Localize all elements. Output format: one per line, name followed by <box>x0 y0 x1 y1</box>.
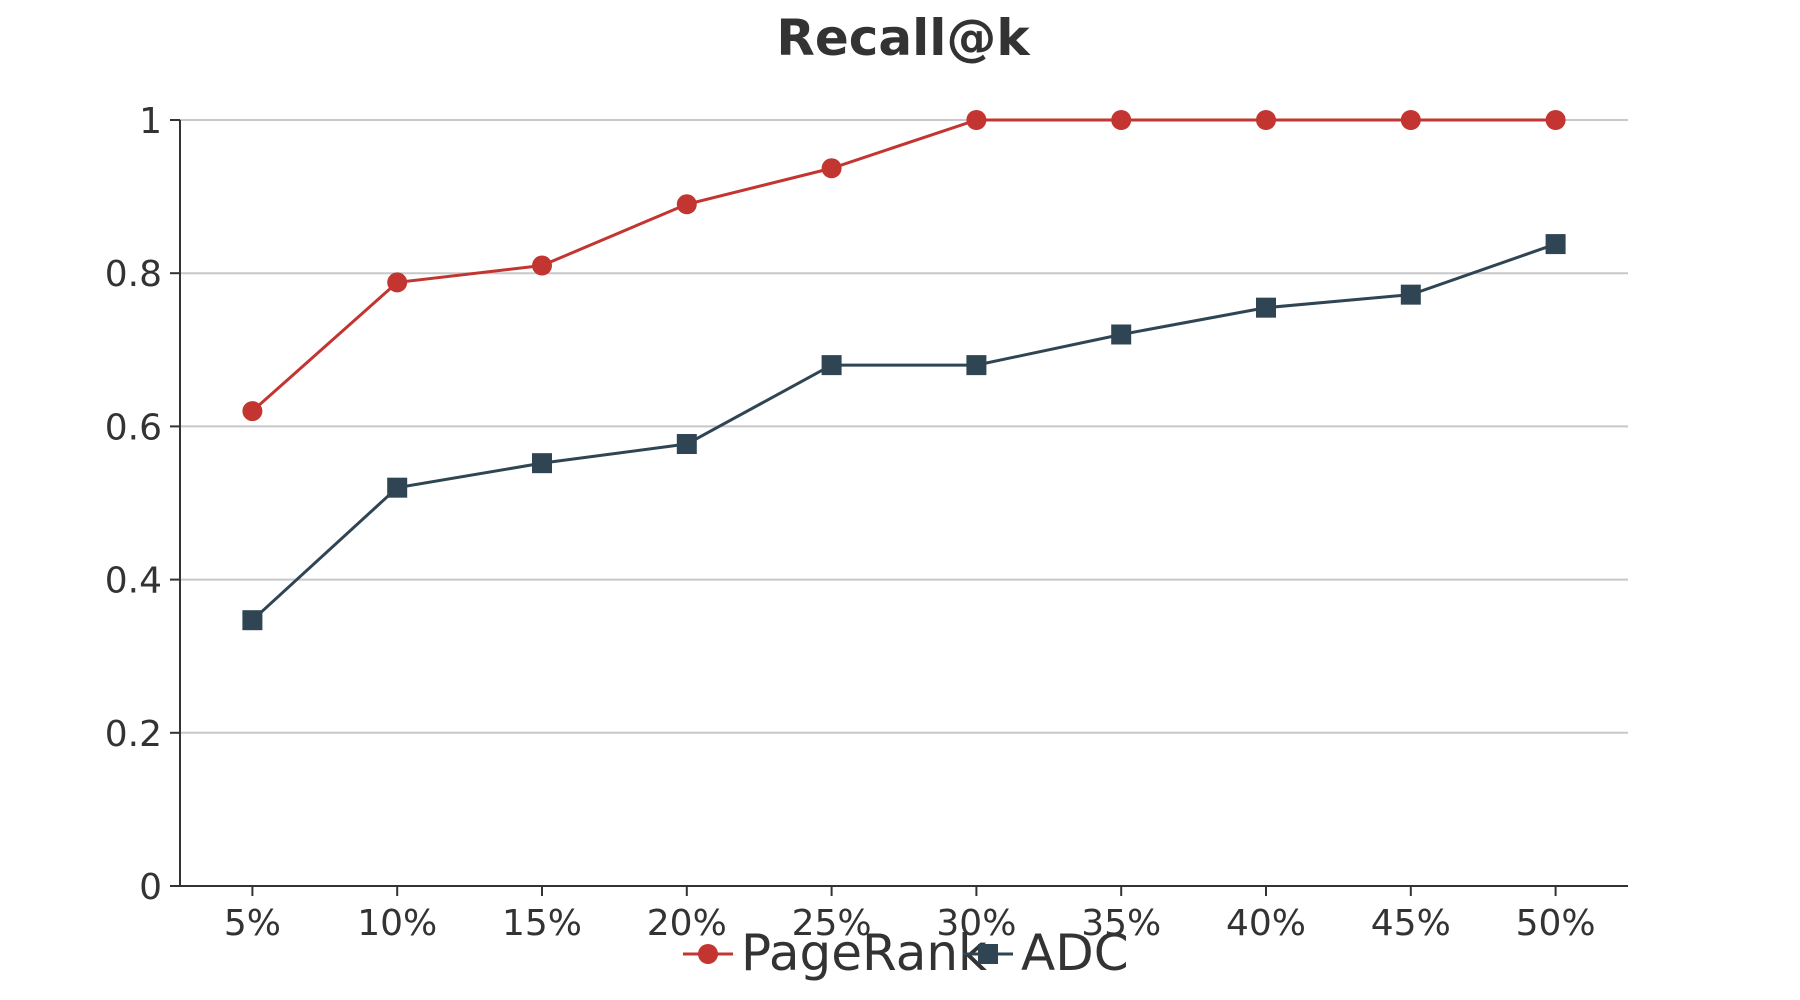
series-line-adc <box>251 242 1557 622</box>
axes <box>179 120 1628 887</box>
gridlines <box>180 119 1628 734</box>
legend-label-adc: ADC <box>1021 924 1129 982</box>
series-adc <box>242 234 1566 631</box>
y-tick-label: 0.8 <box>105 254 162 295</box>
data-point-pagerank <box>242 401 263 422</box>
series-pagerank <box>242 110 1566 422</box>
data-point-pagerank <box>1111 110 1132 130</box>
x-tick-label: 30% <box>936 903 1016 944</box>
data-point-adc <box>1400 284 1421 305</box>
legend[interactable]: PageRank ADC <box>683 924 1129 982</box>
data-point-adc <box>387 477 408 498</box>
x-tick-label: 45% <box>1371 903 1451 944</box>
x-tick-label: 15% <box>502 903 582 944</box>
data-point-adc <box>1256 297 1276 318</box>
x-axis-ticks: 5% 10% 15% 20% 25% 30% 35% 40% 45% 50% <box>224 886 1596 944</box>
y-tick-label: 0.6 <box>105 407 162 448</box>
data-point-pagerank <box>966 110 987 130</box>
legend-item-adc[interactable]: ADC <box>963 924 1129 982</box>
data-point-adc <box>821 355 842 376</box>
data-point-adc <box>966 355 987 376</box>
y-tick-label: 0.4 <box>105 561 162 602</box>
y-tick-label: 0 <box>139 867 162 908</box>
y-axis-ticks: 0 0.2 0.4 0.6 0.8 1 <box>105 101 180 908</box>
data-point-pagerank <box>1256 110 1276 130</box>
x-tick-label: 20% <box>647 903 727 944</box>
data-point-adc <box>532 453 552 474</box>
chart-title: Recall@k <box>776 9 1031 67</box>
y-tick-label: 0.2 <box>105 714 162 755</box>
series <box>242 110 1566 631</box>
data-point-pagerank <box>387 272 408 293</box>
legend-item-pagerank[interactable]: PageRank <box>683 924 987 982</box>
data-point-adc <box>1545 234 1566 255</box>
data-point-pagerank <box>1545 110 1566 130</box>
x-tick-label: 50% <box>1516 903 1596 944</box>
data-point-adc <box>1111 324 1132 345</box>
x-tick-label: 5% <box>224 903 281 944</box>
x-tick-label: 10% <box>357 903 437 944</box>
data-point-pagerank <box>676 194 697 215</box>
legend-marker-adc <box>978 944 998 964</box>
legend-label-pagerank: PageRank <box>741 924 987 982</box>
data-point-adc <box>242 610 263 631</box>
x-tick-label: 40% <box>1226 903 1306 944</box>
data-point-pagerank <box>1400 110 1421 130</box>
legend-marker-pagerank <box>698 944 718 964</box>
data-point-adc <box>676 434 697 455</box>
y-tick-label: 1 <box>139 101 162 142</box>
series-line-pagerank <box>251 118 1556 413</box>
data-point-pagerank <box>532 255 552 276</box>
x-tick-label: 25% <box>792 903 872 944</box>
x-tick-label: 35% <box>1081 903 1161 944</box>
data-point-pagerank <box>821 158 842 179</box>
